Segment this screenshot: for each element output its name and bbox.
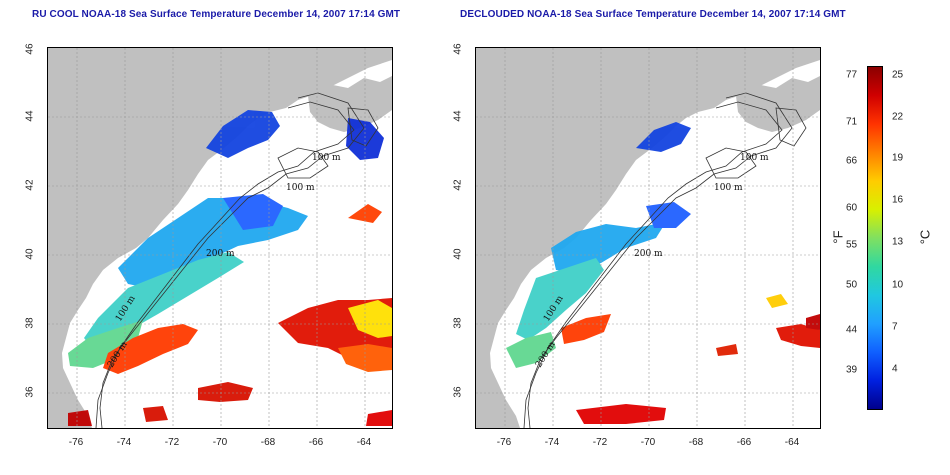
lon-tick: -76 [496,437,512,448]
left-map: 100 m 100 m 200 m 100 m 200 m [47,47,393,429]
left-panel-title: RU COOL NOAA-18 Sea Surface Temperature … [32,9,401,20]
lat-tick: 46 [24,43,36,55]
celsius-tick: 7 [892,321,898,333]
land-mass [476,48,820,428]
celsius-tick: 25 [892,69,904,81]
left-map-svg: 100 m 100 m 200 m 100 m 200 m [48,48,392,428]
temperature-colorbar [867,66,883,410]
celsius-tick: 10 [892,279,904,291]
lat-tick: 38 [24,317,36,329]
lon-tick: -72 [164,437,180,448]
lon-tick: -64 [784,437,800,448]
lat-tick: 44 [452,110,464,122]
fahrenheit-tick: 44 [846,324,858,336]
bathymetry-contours [95,92,379,428]
celsius-tick: 13 [892,236,904,248]
lon-tick: -74 [544,437,560,448]
lat-tick: 42 [452,179,464,191]
lat-tick: 36 [452,386,464,398]
lat-tick: 40 [24,248,36,260]
land-nova-scotia [308,76,392,132]
contour-label: 200 m [634,249,663,259]
lat-tick: 44 [24,110,36,122]
map-grid [48,48,392,428]
bathymetry-contours [523,92,807,428]
lon-tick: -68 [260,437,276,448]
fahrenheit-tick: 77 [846,69,858,81]
lon-tick: -70 [640,437,656,448]
lon-tick: -70 [212,437,228,448]
lat-tick: 42 [24,179,36,191]
celsius-tick: 22 [892,111,904,123]
contour-label: 100 m [714,183,743,193]
lon-tick: -66 [736,437,752,448]
lon-tick: -68 [688,437,704,448]
celsius-unit-label: °C [917,229,933,245]
sst-data [506,122,820,424]
celsius-tick: 19 [892,152,904,164]
lon-tick: -66 [308,437,324,448]
fahrenheit-tick: 50 [846,279,858,291]
celsius-tick: 16 [892,194,904,206]
fahrenheit-tick: 71 [846,116,858,128]
lat-tick: 36 [24,386,36,398]
lon-tick: -64 [356,437,372,448]
fahrenheit-unit-label: °F [830,230,846,244]
fahrenheit-tick: 66 [846,155,858,167]
lat-tick: 40 [452,248,464,260]
lat-tick: 38 [452,317,464,329]
lon-tick: -72 [592,437,608,448]
map-grid [476,48,820,428]
fahrenheit-tick: 39 [846,364,858,376]
lon-tick: -74 [116,437,132,448]
right-map: 100 m 100 m 200 m 100 m 200 m [475,47,821,429]
contour-label: 200 m [206,249,235,259]
land-nova-scotia [736,76,820,132]
fahrenheit-tick: 60 [846,202,858,214]
fahrenheit-tick: 55 [846,239,858,251]
lon-tick: -76 [68,437,84,448]
lat-tick: 46 [452,43,464,55]
right-map-svg: 100 m 100 m 200 m 100 m 200 m [476,48,820,428]
contour-label: 100 m [286,183,315,193]
celsius-tick: 4 [892,363,898,375]
contour-label: 100 m [312,153,341,163]
right-panel-title: DECLOUDED NOAA-18 Sea Surface Temperatur… [460,9,846,20]
contour-label: 100 m [740,153,769,163]
land-mass [48,48,392,428]
